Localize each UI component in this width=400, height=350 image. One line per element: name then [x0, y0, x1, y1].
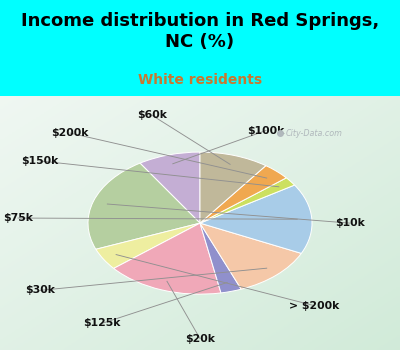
Text: Income distribution in Red Springs,
NC (%): Income distribution in Red Springs, NC (… — [21, 12, 379, 51]
Text: $20k: $20k — [185, 334, 215, 344]
Wedge shape — [200, 178, 294, 223]
Wedge shape — [114, 223, 221, 294]
Wedge shape — [200, 185, 312, 253]
Text: City-Data.com: City-Data.com — [286, 128, 343, 138]
Text: $30k: $30k — [25, 285, 55, 295]
Wedge shape — [88, 163, 200, 249]
Wedge shape — [200, 166, 286, 223]
Text: $100k: $100k — [247, 126, 285, 135]
Text: $200k: $200k — [51, 128, 89, 138]
Text: White residents: White residents — [138, 73, 262, 87]
Wedge shape — [200, 223, 241, 293]
Text: $10k: $10k — [335, 218, 365, 228]
Wedge shape — [140, 152, 200, 223]
Text: $125k: $125k — [83, 318, 121, 328]
Text: > $200k: > $200k — [289, 301, 339, 310]
Wedge shape — [200, 223, 301, 289]
Text: $75k: $75k — [3, 213, 33, 223]
Wedge shape — [200, 152, 266, 223]
Text: $150k: $150k — [21, 156, 59, 166]
Wedge shape — [96, 223, 200, 268]
Text: $60k: $60k — [137, 110, 167, 120]
